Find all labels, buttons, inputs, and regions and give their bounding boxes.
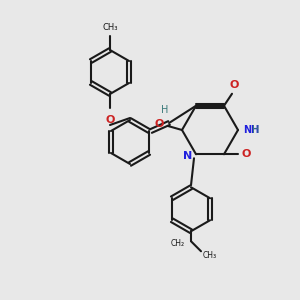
Text: O: O [154,119,164,129]
Text: H: H [252,125,260,135]
Text: CH₃: CH₃ [102,23,118,32]
Text: CH₂: CH₂ [171,239,185,248]
Text: O: O [229,80,239,90]
Text: H: H [161,105,169,115]
Text: CH₃: CH₃ [203,251,217,260]
Text: NH: NH [243,125,259,135]
Text: N: N [183,151,192,161]
Text: O: O [242,149,251,159]
Text: O: O [105,115,115,125]
